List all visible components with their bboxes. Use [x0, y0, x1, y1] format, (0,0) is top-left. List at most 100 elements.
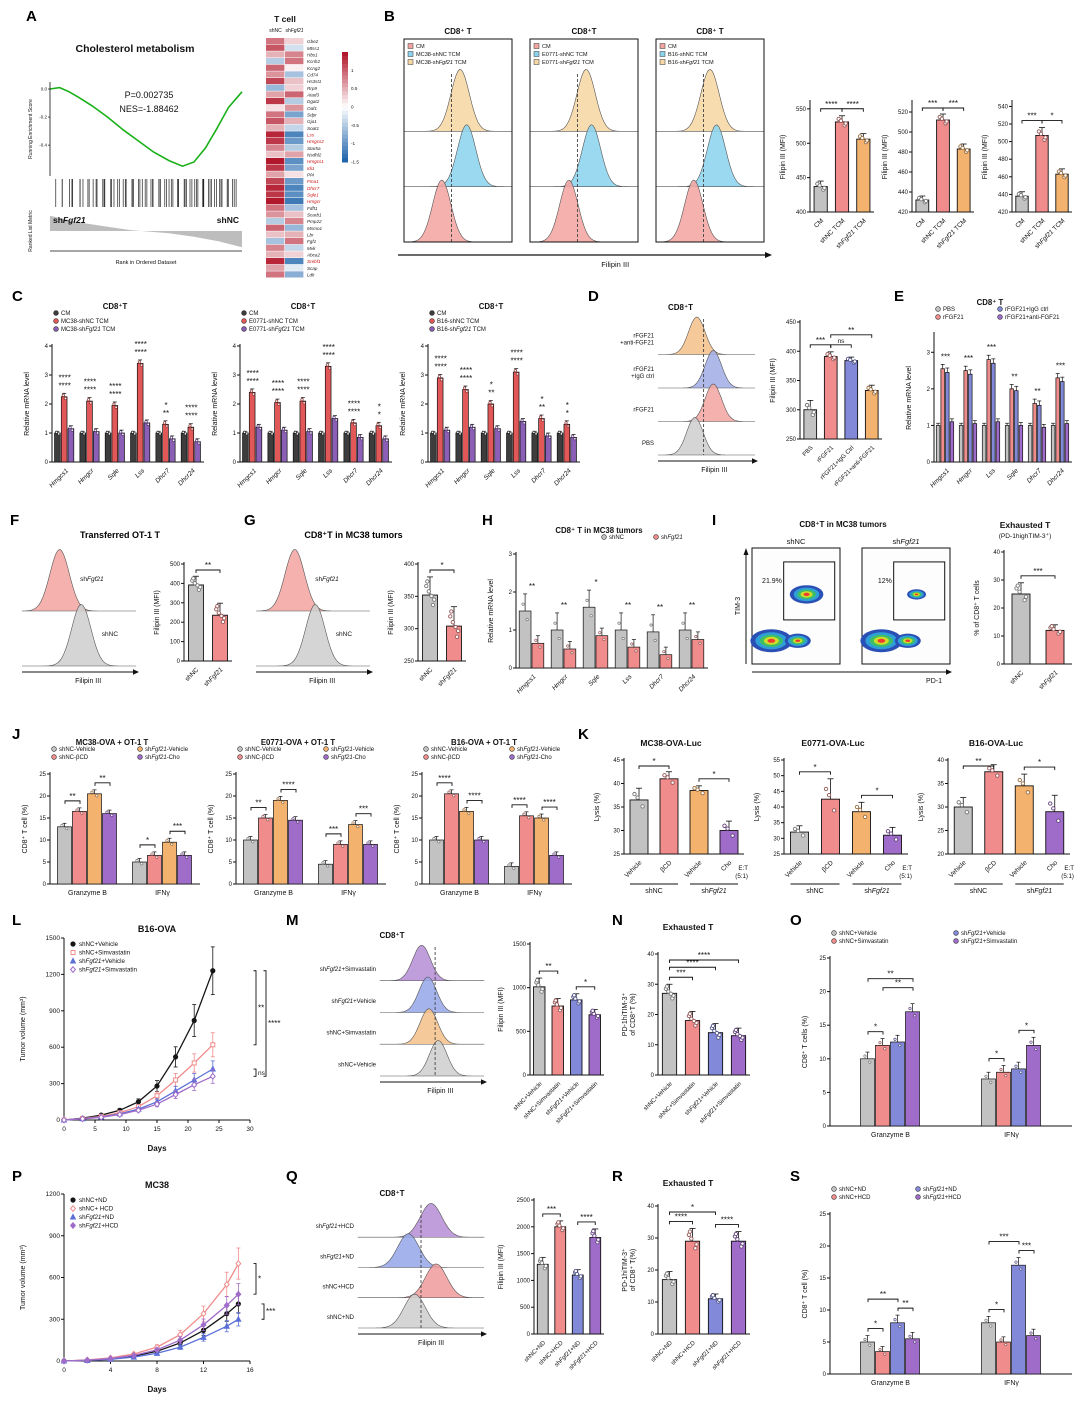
svg-text:shNC: shNC [184, 666, 201, 683]
svg-text:*: * [875, 786, 878, 795]
svg-text:-0.5: -0.5 [351, 123, 359, 128]
svg-text:***: *** [266, 1307, 275, 1316]
svg-text:2: 2 [45, 402, 49, 408]
svg-text:***: *** [941, 352, 950, 361]
svg-text:0: 0 [527, 1332, 531, 1338]
svg-text:(PD-1highTIM-3⁺): (PD-1highTIM-3⁺) [999, 533, 1052, 540]
svg-text:4: 4 [109, 1367, 113, 1374]
svg-text:Vehicle: Vehicle [948, 859, 968, 879]
svg-text:rFGF21: rFGF21 [633, 333, 654, 339]
svg-text:0: 0 [56, 1117, 60, 1124]
svg-text:B16-shFgf21 TCM: B16-shFgf21 TCM [668, 60, 714, 66]
c-g3-svg: CD8⁺T CM B16-shNC TCM B16-shFgf21 TCM 0 1 2 3 4 R… [400, 302, 580, 489]
i-bar-svg: Exhausted T (PD-1highTIM-3⁺) 0 10 20 30 40 % of… [973, 520, 1072, 691]
svg-text:0: 0 [997, 662, 1001, 668]
svg-text:Lysis (%): Lysis (%) [918, 793, 925, 822]
svg-text:****: **** [510, 349, 522, 358]
svg-text:Days: Days [147, 1144, 167, 1153]
svg-text:0: 0 [177, 659, 181, 665]
f-bar-svg: 0 100 200 300 400 500 Filipin III (MFI) shNCshF… [154, 561, 232, 688]
svg-text:**: ** [848, 326, 854, 335]
svg-text:**: ** [99, 774, 105, 783]
svg-text:B16-shNC TCM: B16-shNC TCM [668, 52, 708, 58]
svg-text:1500: 1500 [513, 942, 527, 948]
panel-r-label: R [612, 1168, 623, 1185]
svg-text:E0771-shNC TCM: E0771-shNC TCM [542, 52, 588, 58]
mrna-bars-til: CD8⁺ T in MC38 tumors shNC shFgf21 0 1 2 3 Rela… [486, 524, 712, 714]
svg-text:Hmgcr: Hmgcr [307, 199, 321, 204]
svg-text:Pf4: Pf4 [307, 173, 314, 178]
svg-text:E:T: E:T [902, 865, 912, 872]
svg-text:0: 0 [45, 460, 49, 466]
svg-text:8: 8 [155, 1367, 159, 1374]
svg-text:shNC+Vehicle: shNC+Vehicle [79, 941, 119, 948]
svg-text:Hs3st1: Hs3st1 [307, 79, 322, 84]
svg-text:Lss: Lss [621, 673, 634, 686]
svg-text:Running Enrichment Score: Running Enrichment Score [28, 99, 34, 159]
svg-text:15: 15 [39, 816, 46, 822]
svg-text:IFNγ: IFNγ [1004, 1380, 1019, 1387]
svg-text:**: ** [1034, 387, 1040, 396]
panel-a-label: A [26, 8, 37, 25]
svg-text:Granzyme B: Granzyme B [254, 890, 293, 897]
svg-text:480: 480 [898, 150, 909, 156]
svg-text:0: 0 [351, 105, 354, 110]
svg-text:Granzyme B: Granzyme B [871, 1380, 910, 1387]
flow-density-plots: CD8⁺T in MC38 tumors shNC 21.9% shFgf21 12% T… [718, 518, 968, 696]
svg-text:*: * [1025, 1021, 1028, 1030]
svg-text:shFgf21-Cho: shFgf21-Cho [145, 755, 180, 761]
svg-text:***: *** [999, 1233, 1008, 1242]
svg-text:Filipin III: Filipin III [427, 1088, 453, 1095]
l-line-svg: B16-OVA 0 300 600 900 1200 1500 0 5 10 15 20 25 30 Day… [20, 924, 280, 1153]
panel-d-label: D [588, 288, 599, 305]
svg-text:5: 5 [93, 1126, 97, 1133]
svg-text:1: 1 [509, 628, 513, 634]
svg-text:rFGF21+IgG ctrl: rFGF21+IgG ctrl [1005, 307, 1049, 313]
svg-text:250: 250 [404, 659, 415, 665]
svg-text:Cho: Cho [720, 859, 734, 873]
svg-text:450: 450 [796, 176, 807, 182]
svg-text:Relative mRNA level: Relative mRNA level [24, 372, 31, 436]
svg-text:30: 30 [647, 982, 654, 988]
svg-text:% of CD8⁺ T cells: % of CD8⁺ T cells [973, 580, 981, 636]
panel-q-label: Q [286, 1168, 298, 1185]
svg-text:****: **** [282, 780, 294, 789]
svg-text:rFGF21: rFGF21 [943, 315, 964, 321]
svg-text:shNC: shNC [336, 631, 353, 638]
svg-text:2: 2 [927, 387, 931, 393]
svg-text:shNC-βCD: shNC-βCD [245, 755, 275, 761]
svg-text:CD8⁺ T cells (%): CD8⁺ T cells (%) [801, 1016, 809, 1068]
svg-text:Cholesterol metabolism: Cholesterol metabolism [75, 43, 194, 55]
svg-text:0: 0 [509, 666, 513, 672]
svg-text:Filipin III: Filipin III [75, 678, 101, 685]
svg-text:****: **** [721, 1216, 733, 1225]
svg-text:25: 25 [613, 852, 620, 858]
svg-text:Hmgcs2: Hmgcs2 [307, 139, 324, 144]
gsea-plot: Cholesterol metabolism P=0.002735 NES=-1.8… [20, 40, 250, 285]
svg-text:Sdpr: Sdpr [307, 113, 317, 118]
svg-text:rFGF21+anti-FGF21: rFGF21+anti-FGF21 [1005, 315, 1060, 321]
svg-text:Filipin III (MFI): Filipin III (MFI) [770, 358, 777, 403]
svg-text:600: 600 [49, 1044, 60, 1051]
svg-text:**: ** [258, 1003, 264, 1012]
svg-text:shFgf21+Vehicle: shFgf21+Vehicle [331, 999, 376, 1005]
svg-text:Dhcr7: Dhcr7 [530, 467, 547, 484]
svg-text:shNC: shNC [645, 888, 663, 895]
svg-text:shFgf21+Simvastatin: shFgf21+Simvastatin [320, 967, 376, 973]
svg-text:Dhcr7: Dhcr7 [1026, 467, 1043, 484]
svg-text:E0771-shFgf21 TCM: E0771-shFgf21 TCM [542, 60, 594, 66]
svg-text:*: * [652, 757, 655, 766]
svg-text:12%: 12% [878, 578, 892, 585]
svg-text:Filipin III (MFI): Filipin III (MFI) [882, 135, 889, 180]
panel-n-label: N [612, 912, 623, 929]
svg-text:5: 5 [823, 1340, 827, 1346]
svg-text:**: ** [887, 970, 893, 979]
svg-text:Dhcr7: Dhcr7 [307, 186, 320, 191]
svg-text:MC38-shFgf21 TCM: MC38-shFgf21 TCM [61, 327, 115, 333]
svg-text:Dhcr24: Dhcr24 [553, 467, 573, 487]
mfi-bar-e0771: 420 440 460 480 500 520 Filipin III (MFI) CM shN… [880, 78, 980, 256]
